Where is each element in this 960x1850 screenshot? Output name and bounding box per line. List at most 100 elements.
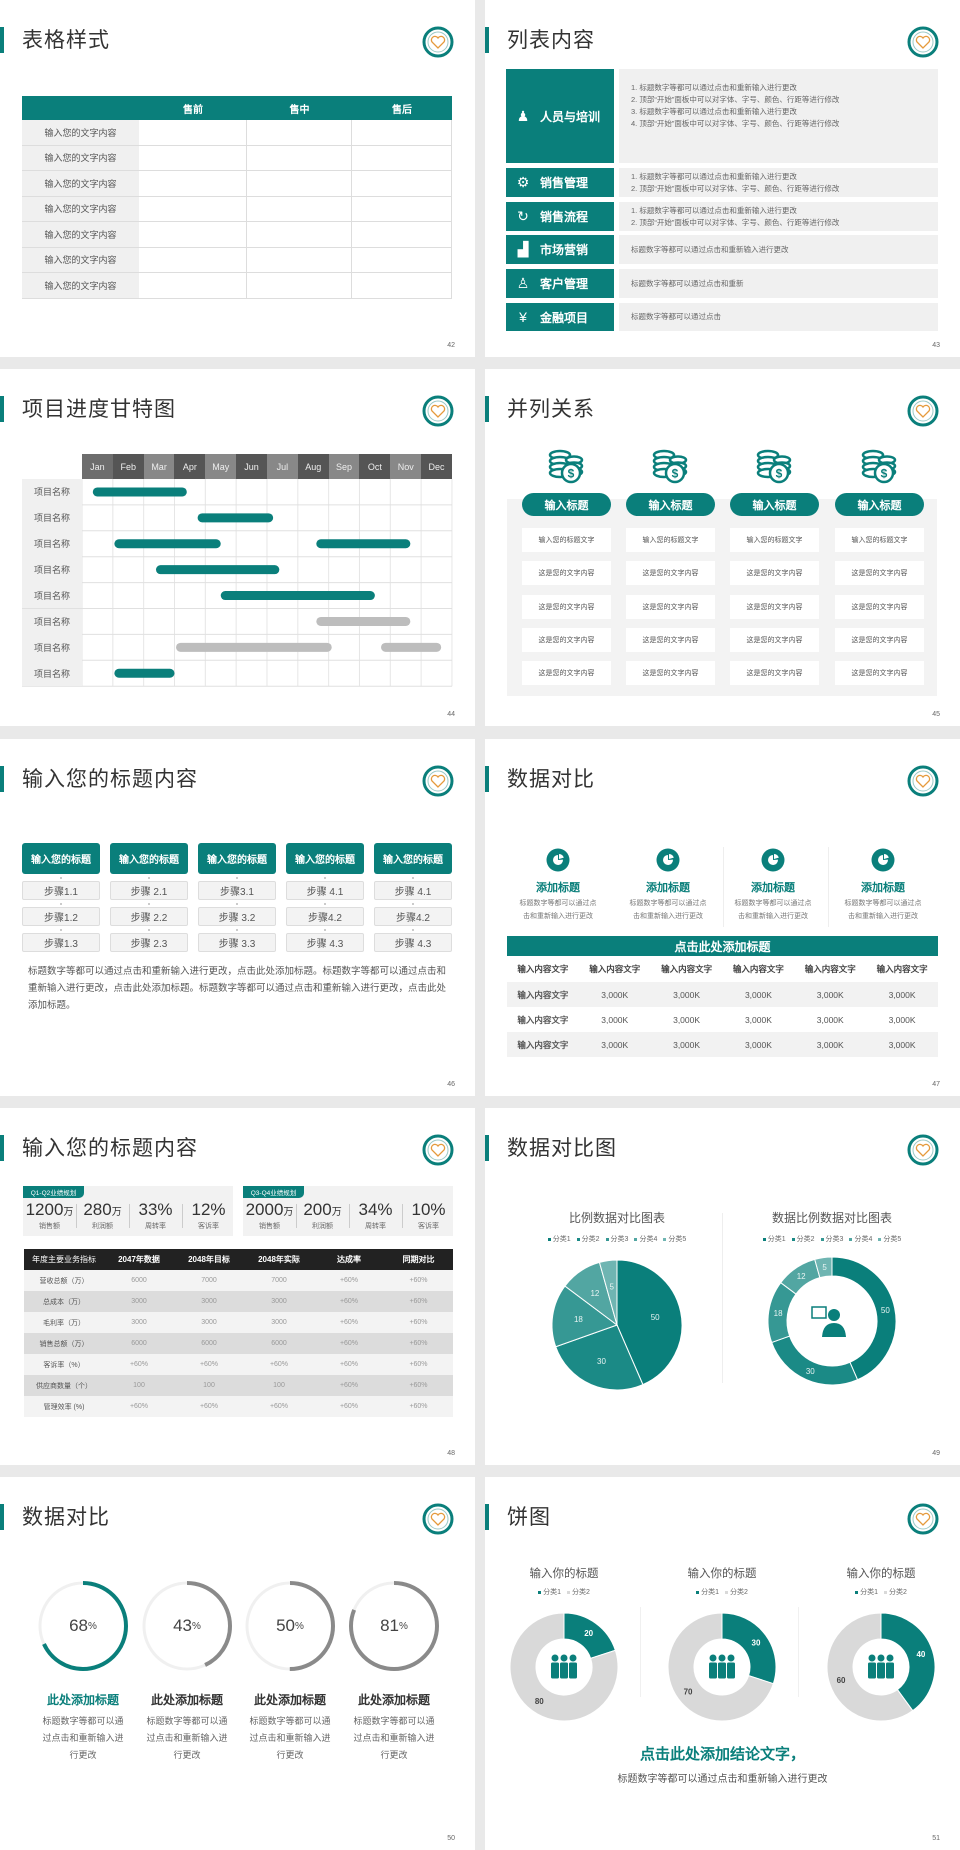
pie-chart-0: 50 30 18 12 5 — [551, 1259, 683, 1391]
list-item-label: 金融项目 — [540, 310, 589, 325]
kpi-value: 34% — [349, 1200, 402, 1220]
table-cell[interactable] — [247, 222, 352, 248]
divider — [798, 1607, 799, 1697]
table-row — [24, 1312, 453, 1333]
table-cell[interactable] — [352, 120, 452, 146]
table-title[interactable]: 点击此处添加标题 — [507, 936, 938, 956]
table-cell[interactable] — [352, 196, 452, 222]
table-header-row — [24, 1249, 453, 1270]
table-cell[interactable] — [352, 145, 452, 171]
legend-swatch — [663, 1237, 667, 1241]
page-number: 44 — [447, 711, 455, 718]
table-cell[interactable] — [139, 222, 247, 248]
month-header: Sep — [328, 454, 360, 479]
table-cell[interactable] — [247, 120, 352, 146]
table-cell[interactable] — [247, 247, 352, 273]
column-heading-pill[interactable]: 输入标题 — [522, 493, 611, 516]
list-item-0: ♟ 人员与培训 — [506, 69, 614, 163]
page-number: 49 — [932, 1450, 940, 1457]
table-cell: 6000 — [131, 1340, 147, 1347]
task-label: 项目名称 — [22, 660, 82, 687]
step-box[interactable]: 步骤1.2 — [22, 907, 100, 926]
chart-title: 数据比例数据对比图表 — [771, 1210, 892, 1225]
description-line: 1. 标题数字等都可以通过点击和重新输入进行更改 — [631, 83, 797, 92]
table-cell[interactable] — [352, 222, 452, 248]
connector-dot — [60, 903, 62, 905]
table-cell[interactable] — [247, 145, 352, 171]
connector-dot — [236, 929, 238, 931]
ring-value: 43% — [147, 1614, 227, 1638]
slide-47: 数据对比 47 添加标题 标题数字等都可以通过点 击和重新输入进行更改 添加标题 标题数字等… — [485, 739, 960, 1096]
table-cell: 7000 — [201, 1277, 217, 1284]
table-cell[interactable] — [247, 273, 352, 299]
logo-icon — [907, 395, 939, 427]
table-cell[interactable] — [139, 247, 247, 273]
content-cell: 输入您的标题文字 — [626, 528, 715, 552]
step-box[interactable]: 步骤 4.1 — [286, 881, 364, 900]
table-cell: 3000 — [201, 1298, 217, 1305]
kpi-label: 客诉率 — [198, 1222, 219, 1230]
ring-description: 标题数字等都可以通 — [249, 1716, 331, 1726]
step-column-heading: 输入您的标题 — [110, 843, 188, 874]
table-cell[interactable] — [139, 120, 247, 146]
title-accent-bar — [0, 396, 4, 422]
step-box[interactable]: 步骤1.3 — [22, 933, 100, 952]
description-line: 3. 标题数字等都可以通过点击和重新输入进行更改 — [631, 107, 797, 116]
slide-48: 输入您的标题内容 48 Q1-Q2业绩规划 1200万 销售额 280万 利润额 33% 周转率… — [0, 1108, 475, 1465]
step-box[interactable]: 步骤4.2 — [374, 907, 452, 926]
training-icon: ♟ — [516, 107, 530, 124]
kpi-value: 2000万 — [243, 1200, 296, 1220]
step-box[interactable]: 步骤4.2 — [286, 907, 364, 926]
step-box[interactable]: 步骤 2.1 — [110, 881, 188, 900]
page-number: 50 — [447, 1835, 455, 1842]
step-box[interactable]: 步骤 4.3 — [286, 933, 364, 952]
data-label: 30 — [752, 1638, 761, 1647]
slide-title: 数据对比 — [22, 1506, 110, 1529]
gantt-grid — [22, 479, 453, 687]
conclusion-text[interactable]: 点击此处添加结论文字， — [639, 1745, 805, 1763]
step-box[interactable]: 步骤 3.3 — [198, 933, 276, 952]
task-bar — [381, 642, 442, 652]
ring-title: 此处添加标题 — [253, 1692, 326, 1707]
column-heading-pill[interactable]: 输入标题 — [730, 493, 819, 516]
step-box[interactable]: 步骤 2.3 — [110, 933, 188, 952]
chart-title: 输入你的标题 — [529, 1568, 599, 1580]
table-cell: 3,000K — [744, 1039, 772, 1050]
step-box[interactable]: 步骤 4.3 — [374, 933, 452, 952]
table-cell[interactable] — [139, 171, 247, 197]
column-heading-pill[interactable]: 输入标题 — [835, 493, 924, 516]
step-box[interactable]: 步骤 3.2 — [198, 907, 276, 926]
table-cell[interactable] — [247, 171, 352, 197]
connector-dot — [60, 929, 62, 931]
table-cell: 输入内容文字 — [517, 989, 569, 1000]
table-cell[interactable] — [139, 196, 247, 222]
table-cell[interactable] — [139, 273, 247, 299]
step-box[interactable]: 步骤1.1 — [22, 881, 100, 900]
title-accent-bar — [485, 1135, 489, 1161]
step-box[interactable]: 步骤3.1 — [198, 881, 276, 900]
users-icon: ♙ — [516, 275, 530, 291]
table-cell: +60% — [339, 1403, 359, 1410]
ring-unit: % — [399, 1620, 408, 1632]
slide-title: 项目进度甘特图 — [22, 398, 176, 421]
step-box[interactable]: 步骤 4.1 — [374, 881, 452, 900]
feature-description: 击和重新输入进行更改 — [523, 913, 593, 920]
legend-label: 分类5 — [883, 1236, 902, 1243]
column-header: 达成率 — [337, 1255, 361, 1264]
legend-item: 分类1 — [538, 1587, 561, 1597]
table-cell[interactable] — [247, 196, 352, 222]
list-item-label: 销售流程 — [540, 210, 589, 224]
table-cell: +60% — [269, 1403, 289, 1410]
step-box[interactable]: 步骤 2.2 — [110, 907, 188, 926]
table-cell[interactable] — [139, 145, 247, 171]
legend-item: 分类5 — [663, 1234, 686, 1244]
table-row — [24, 1396, 453, 1417]
column-heading-pill[interactable]: 输入标题 — [626, 493, 715, 516]
column-header: 输入内容文字 — [732, 964, 784, 974]
table-cell[interactable] — [352, 171, 452, 197]
legend-swatch — [820, 1237, 824, 1241]
table-cell[interactable] — [352, 247, 452, 273]
table-cell[interactable] — [352, 273, 452, 299]
table-row — [24, 1375, 453, 1396]
